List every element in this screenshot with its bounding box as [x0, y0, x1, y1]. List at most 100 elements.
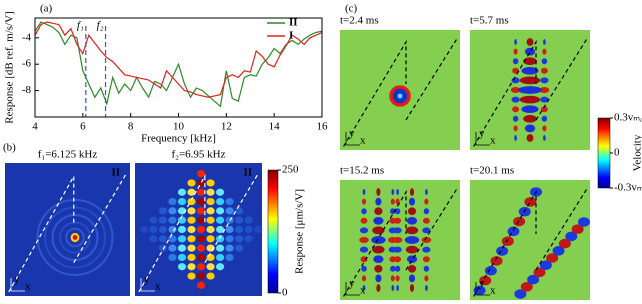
field-blob [361, 275, 367, 282]
field-blob [406, 255, 418, 264]
field-blob [216, 216, 225, 224]
field-blob [389, 256, 397, 263]
field-blob [527, 274, 540, 285]
field-blob [540, 67, 548, 74]
field-blob [422, 227, 431, 234]
field-blob [374, 264, 383, 273]
region-outline [73, 173, 127, 264]
field-blob [390, 265, 396, 272]
region-outline [343, 189, 407, 297]
x-tick-label: 6 [80, 121, 86, 133]
field-blob [389, 217, 397, 224]
field-ring [65, 227, 85, 248]
field-blob [524, 124, 536, 133]
field-blob [514, 289, 527, 299]
field-blob [558, 238, 571, 249]
field-blob [244, 235, 253, 243]
field-blob [206, 179, 215, 187]
field-blob [206, 272, 215, 280]
field-blob [168, 216, 177, 224]
field-blob [374, 207, 383, 216]
field-blob [216, 197, 225, 206]
region-outline [343, 39, 407, 147]
field-blob [187, 207, 196, 215]
field-blob [244, 216, 253, 224]
field-blob [225, 235, 234, 243]
field-blob [168, 207, 177, 215]
panel-tag: II [111, 167, 120, 179]
x-tick-label: 10 [173, 121, 185, 133]
field-blob [235, 216, 244, 224]
field-blob [546, 253, 559, 263]
field-blob [394, 265, 401, 272]
field-blob [168, 235, 177, 243]
field-blob [206, 207, 215, 215]
field-blob [216, 235, 225, 243]
field-blob [225, 244, 234, 252]
field-blob [196, 281, 206, 289]
field-blob [376, 284, 381, 292]
field-ring [59, 221, 91, 254]
field-blob [206, 197, 215, 206]
panel-label: (c) [345, 3, 358, 15]
panel-title: t=5.7 ms [470, 15, 509, 27]
field-blob [206, 263, 215, 271]
field-blob [422, 246, 431, 253]
marker-label: f₁ [77, 20, 84, 32]
field-blob [196, 244, 206, 252]
field-blob [206, 188, 215, 196]
field-blob [216, 253, 225, 262]
field-blob [523, 57, 537, 66]
field-blob [395, 198, 400, 205]
field-blob [187, 197, 196, 206]
axis-glyph-label: x [25, 281, 31, 293]
panel-title: f₁=6.125 kHz [38, 149, 98, 161]
colorbar-label: Response [μm/s/V] [294, 189, 306, 274]
field-blob [393, 227, 402, 234]
field-blob [235, 207, 244, 215]
field-blob [177, 253, 187, 262]
field-blob [216, 207, 225, 215]
field-blob [187, 235, 196, 243]
field-blob [225, 207, 234, 215]
panel-title: f₂=6.95 kHz [171, 149, 225, 161]
field-blob [187, 216, 196, 224]
field-ring [44, 206, 106, 269]
field-blob [373, 216, 384, 225]
y-tick-label: -4 [22, 31, 32, 43]
x-tick-label: 4 [32, 121, 38, 133]
field-blob [513, 48, 518, 55]
field-blob [196, 179, 206, 187]
panel-title: t=20.1 ms [470, 165, 514, 177]
field-blob [552, 246, 565, 256]
field-blob [524, 197, 537, 207]
field-blob [372, 245, 385, 254]
field-blob [396, 285, 399, 291]
field-blob [254, 225, 263, 234]
field-blob [196, 253, 206, 262]
field-blob [168, 197, 177, 206]
field-blob [484, 265, 497, 276]
legend-label: I [289, 30, 293, 42]
field-blob [216, 244, 225, 252]
field-blob [187, 244, 196, 252]
field-blob [514, 39, 517, 45]
axis-glyph [345, 132, 360, 146]
field-blob [158, 207, 168, 215]
axis-glyph [475, 282, 490, 296]
field-blob [72, 235, 78, 240]
series-line [34, 21, 323, 108]
field-blob [524, 47, 536, 56]
field-blob [565, 231, 578, 242]
field-blob [578, 217, 590, 227]
field-blob [376, 188, 381, 196]
field-blob [501, 236, 514, 246]
field-blob [510, 87, 521, 93]
region-outline [473, 39, 537, 147]
field-blob [375, 197, 382, 206]
colorbar-tick-label: 0 [614, 147, 620, 159]
field-blob [523, 114, 537, 123]
axis-glyph-label: y [349, 128, 355, 140]
field-blob [408, 274, 416, 283]
field-blob [359, 246, 369, 253]
